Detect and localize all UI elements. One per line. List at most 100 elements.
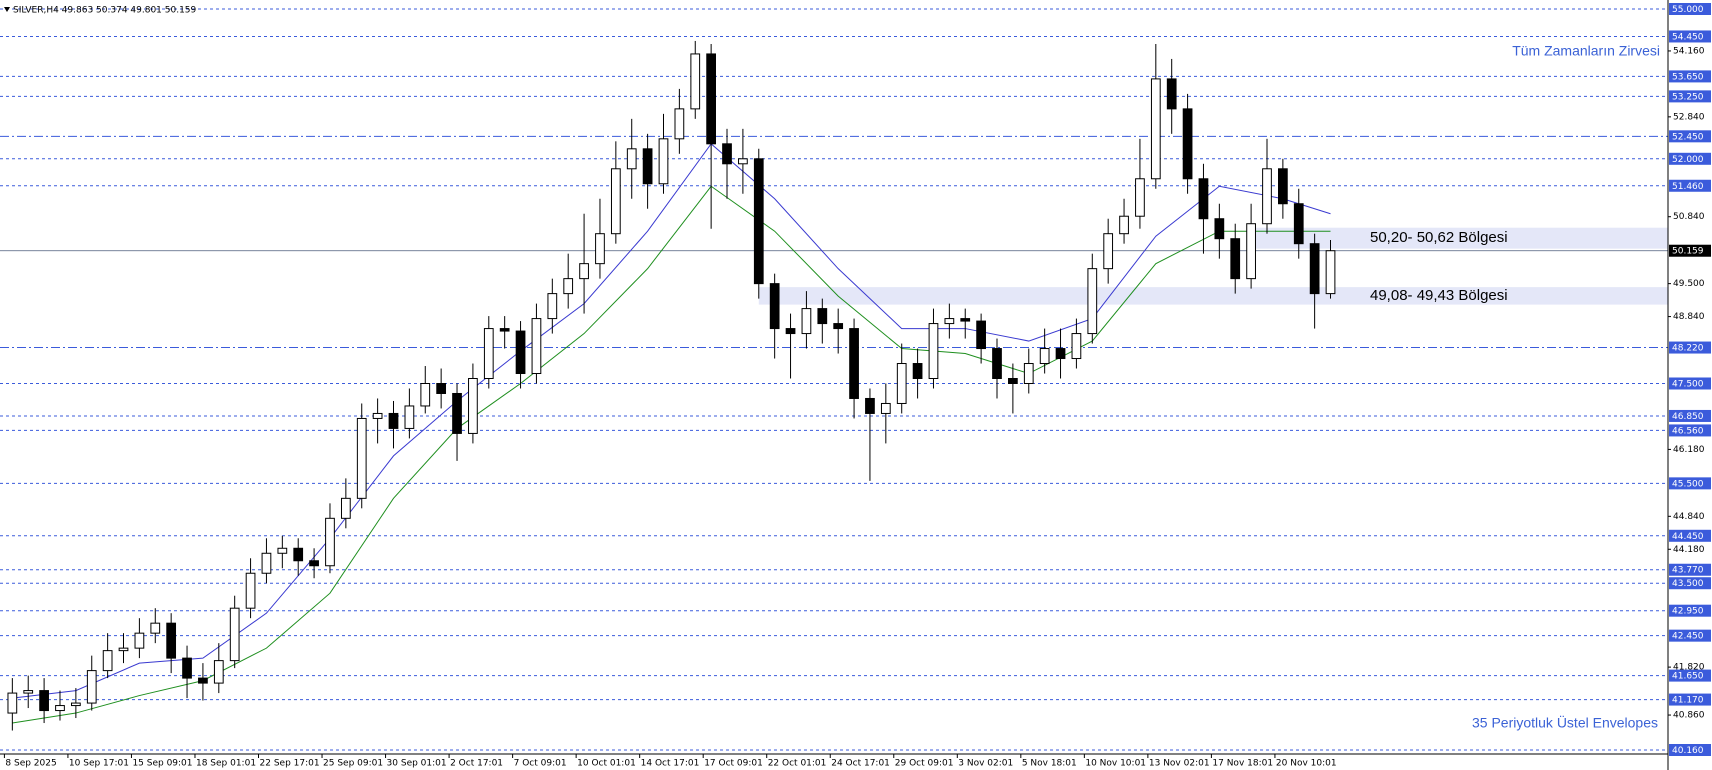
level-label-box: [1669, 341, 1711, 354]
level-label-box: [1669, 669, 1711, 682]
annotation: Tüm Zamanların Zirvesi: [1512, 43, 1660, 59]
candle-body: [166, 622, 177, 659]
candle-body: [1103, 233, 1114, 270]
x-tick-label: 17 Oct 09:01: [704, 759, 763, 769]
x-tick-label: 15 Sep 09:01: [132, 759, 192, 769]
level-label: 55.000: [1672, 5, 1704, 15]
x-tick-label: 29 Oct 09:01: [895, 759, 954, 769]
candle-body: [23, 690, 34, 694]
candle-body: [785, 328, 796, 335]
candle-body: [1023, 363, 1034, 384]
x-tick-label: 3 Nov 02:01: [958, 759, 1013, 769]
level-label: 43.770: [1672, 566, 1704, 576]
candle-body: [706, 53, 716, 145]
level-label-box: [1669, 377, 1711, 390]
candle-body: [595, 233, 605, 265]
candle-body: [134, 632, 145, 649]
y-tick-label: 50.840: [1673, 212, 1705, 222]
candle-body: [833, 323, 844, 330]
level-label: 40.160: [1672, 746, 1704, 756]
level-label: 41.650: [1672, 672, 1704, 682]
candle-body: [420, 382, 431, 407]
candle-body: [1278, 168, 1288, 205]
candle-body: [1198, 178, 1209, 220]
candle-body: [277, 547, 288, 554]
level-label-box: [1669, 70, 1711, 83]
level-label-box: [1669, 629, 1711, 642]
x-tick-label: 20 Nov 10:01: [1276, 759, 1337, 769]
level-label-box: [1669, 424, 1711, 437]
level-label-box: [1669, 152, 1711, 165]
candle-body: [531, 318, 542, 375]
candle-body: [547, 293, 558, 320]
candle-body: [261, 552, 272, 574]
candle-body: [1230, 238, 1241, 280]
candle-body: [738, 158, 748, 165]
candle-body: [452, 392, 462, 434]
level-label: 41.170: [1672, 696, 1704, 706]
zones: 50,20- 50,62 Bölgesi 49,08- 49,43 Bölgesi: [758, 227, 1668, 305]
y-tick-label: 48.840: [1673, 312, 1705, 322]
candle-body: [610, 168, 621, 235]
level-label-box: [1669, 563, 1711, 576]
level-label: 42.950: [1672, 607, 1704, 617]
x-tick-label: 22 Sep 17:01: [260, 759, 320, 769]
candle-body: [992, 348, 1002, 380]
candle-body: [722, 143, 732, 165]
candle-body: [340, 497, 351, 519]
chart-title: SILVER,H4 49.863 50.374 49.801 50.159: [13, 6, 197, 16]
candle-body: [753, 158, 764, 285]
x-tick-label: 30 Sep 01:01: [387, 759, 447, 769]
menu-triangle: [4, 7, 10, 12]
candle-body: [198, 677, 208, 684]
candle-body: [928, 323, 939, 380]
candle-body: [309, 560, 319, 567]
candle-body: [880, 402, 891, 414]
candle-body: [1325, 250, 1336, 295]
candle-body: [293, 547, 304, 562]
level-label: 44.450: [1672, 532, 1704, 542]
candle-body: [1055, 348, 1066, 360]
level-label-box: [1669, 577, 1711, 590]
candle-body: [626, 148, 637, 170]
candle-body: [118, 647, 129, 652]
level-label-box: [1669, 477, 1711, 490]
candle-body: [388, 412, 399, 429]
candle-body: [658, 138, 669, 185]
current-price-label: 50.159: [1672, 247, 1704, 257]
level-label-box: [1669, 604, 1711, 617]
candles: [7, 40, 1336, 731]
level-label-box: [1669, 3, 1711, 15]
candle-body: [515, 330, 526, 375]
candle-body: [182, 657, 192, 679]
x-tick-label: 24 Oct 17:01: [831, 759, 890, 769]
y-tick-label: 54.160: [1673, 46, 1705, 56]
x-tick-label: 2 Oct 17:01: [450, 759, 503, 769]
x-tick-label: 25 Sep 09:01: [323, 759, 383, 769]
x-tick-label: 10 Oct 01:01: [577, 759, 636, 769]
y-tick-label: 44.180: [1673, 545, 1705, 555]
candle-body: [1135, 178, 1145, 217]
candle-body: [7, 692, 18, 714]
candle-body: [245, 572, 256, 609]
y-tick-label: 46.180: [1673, 445, 1705, 455]
candle-body: [39, 690, 49, 712]
candle-body: [1246, 223, 1256, 280]
candle-body: [70, 702, 81, 707]
x-tick-label: 10 Nov 10:01: [1085, 759, 1146, 769]
level-label-box: [1669, 529, 1711, 542]
levels: [0, 8, 1668, 751]
x-tick-label: 8 Sep 2025: [5, 759, 56, 769]
zone: [758, 287, 1668, 305]
level-label: 47.500: [1672, 379, 1704, 389]
candle-body: [1150, 78, 1161, 180]
zone-label: 49,08- 49,43 Bölgesi: [1370, 287, 1508, 304]
x-tick-label: 18 Sep 01:01: [196, 759, 256, 769]
level-label: 52.450: [1672, 132, 1704, 142]
level-label-box: [1669, 179, 1711, 192]
candle-body: [372, 412, 383, 419]
x-tick-label: 13 Nov 02:01: [1149, 759, 1210, 769]
candle-body: [1071, 333, 1082, 360]
level-label-box: [1669, 409, 1711, 422]
y-tick-label: 41.820: [1673, 663, 1705, 673]
